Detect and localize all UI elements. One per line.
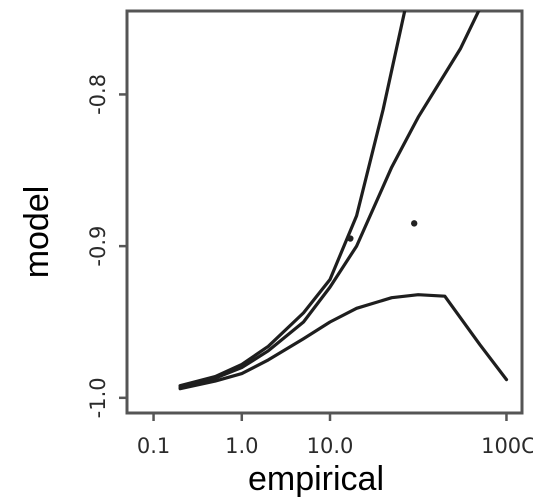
x-axis-label: empirical xyxy=(248,460,384,498)
y-tick-label-3: -0.8 xyxy=(86,74,110,115)
series-line-3 xyxy=(178,293,509,391)
chart-marks xyxy=(178,11,509,391)
plot-frame xyxy=(125,9,524,415)
y-tick-label-1: -1.0 xyxy=(86,377,110,418)
x-tick-label-2: 1.0 xyxy=(225,434,258,458)
x-tick-label-1: 0.1 xyxy=(137,434,170,458)
y-axis-label: model xyxy=(18,186,56,279)
x-tick-label-3: 10.0 xyxy=(307,434,354,458)
y-tick-label-2: -0.9 xyxy=(86,226,110,267)
series-line-1 xyxy=(178,11,407,388)
data-point-2 xyxy=(411,220,418,227)
x-tick-label-4: 100C xyxy=(481,434,533,458)
series-line-2 xyxy=(178,11,481,389)
data-point-1 xyxy=(347,235,354,242)
